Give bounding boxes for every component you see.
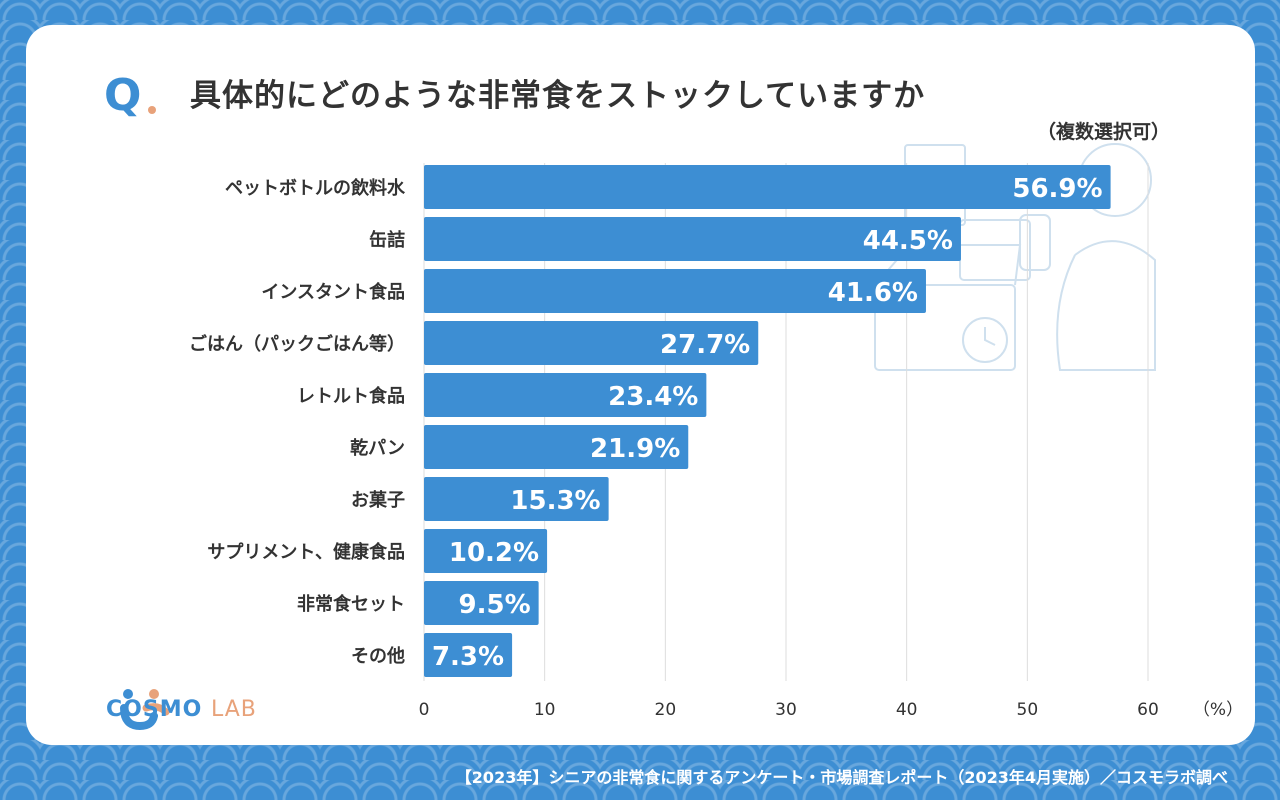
value-label: 15.3% (510, 486, 600, 516)
question-mark: Q (104, 70, 142, 121)
page-subtitle: （複数選択可） (1036, 121, 1170, 143)
bar (424, 529, 548, 573)
category-label: お菓子 (351, 489, 405, 511)
x-tick-label: 40 (896, 700, 918, 720)
bar (424, 269, 926, 313)
category-label: ごはん（パックごはん等） (189, 333, 405, 355)
x-tick-label: 50 (1017, 700, 1039, 720)
category-label: 非常食セット (297, 593, 405, 615)
x-tick-label: 10 (534, 700, 556, 720)
bar (424, 425, 689, 469)
value-label: 21.9% (590, 434, 680, 464)
value-label: 44.5% (863, 226, 953, 256)
logo-text: COSMO LAB (106, 697, 257, 722)
value-label: 41.6% (828, 278, 918, 308)
bar (424, 321, 759, 365)
x-tick-label: 20 (655, 700, 677, 720)
bar (424, 477, 609, 521)
source-footer: 【2023年】シニアの非常食に関するアンケート・市場調査レポート（2023年4月… (455, 768, 1228, 787)
category-label: 缶詰 (369, 229, 405, 251)
x-tick-label: 30 (775, 700, 797, 720)
bar (424, 165, 1111, 209)
bar (424, 217, 961, 261)
x-tick-label: 0 (419, 700, 430, 720)
cosmo-lab-logo-icon (120, 689, 170, 730)
bar (424, 633, 513, 677)
category-label: レトルト食品 (297, 385, 405, 407)
category-label: ペットボトルの飲料水 (225, 177, 406, 199)
value-label: 7.3% (432, 642, 504, 672)
x-axis-unit: （%） (1193, 700, 1243, 720)
bar (424, 581, 539, 625)
logo-text-main: COSMO (106, 697, 203, 722)
bar (424, 373, 707, 417)
page-title: 具体的にどのような非常食をストックしていますか (190, 78, 926, 114)
value-label: 10.2% (449, 538, 539, 568)
logo-text-sub: LAB (210, 697, 257, 722)
category-label: インスタント食品 (261, 281, 405, 303)
x-tick-label: 60 (1137, 700, 1159, 720)
value-label: 9.5% (459, 590, 531, 620)
value-label: 23.4% (608, 382, 698, 412)
value-label: 56.9% (1012, 174, 1102, 204)
question-dot (148, 106, 156, 114)
value-label: 27.7% (660, 330, 750, 360)
category-label: サプリメント、健康食品 (207, 541, 405, 563)
category-label: 乾パン (350, 437, 405, 459)
category-label: その他 (351, 645, 405, 667)
